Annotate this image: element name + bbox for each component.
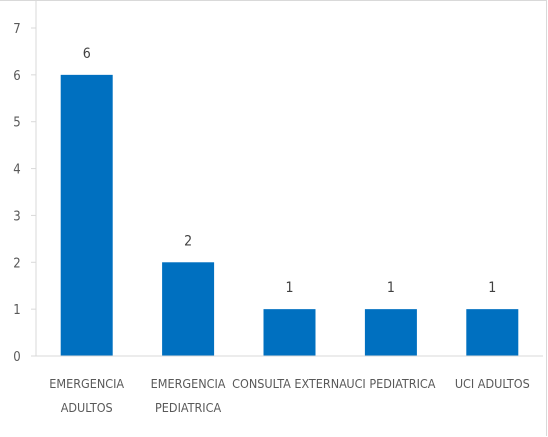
y-tick-label: 5 bbox=[13, 116, 20, 131]
x-category-label: PEDIATRICA bbox=[155, 400, 221, 415]
data-label: 1 bbox=[488, 280, 496, 296]
y-tick-label: 6 bbox=[13, 69, 20, 84]
y-tick-label: 1 bbox=[13, 303, 20, 318]
y-axis: 0 1 2 3 4 5 6 7 bbox=[13, 0, 37, 365]
x-category-label: ADULTOS bbox=[61, 400, 113, 415]
bar bbox=[60, 74, 113, 356]
x-category-label: UCI PEDIATRICA bbox=[346, 376, 435, 391]
bar bbox=[364, 309, 417, 356]
y-tick-label: 7 bbox=[13, 22, 20, 37]
data-labels: 6 2 1 1 1 bbox=[83, 46, 497, 296]
y-tick-label: 2 bbox=[13, 256, 20, 271]
y-tick-label: 0 bbox=[13, 350, 20, 365]
x-category-label: CONSULTA EXTERNA bbox=[232, 376, 347, 391]
x-category-label: UCI ADULTOS bbox=[455, 376, 530, 391]
x-category-label: EMERGENCIA bbox=[151, 376, 226, 391]
bar bbox=[263, 309, 316, 356]
bar bbox=[162, 262, 215, 356]
data-label: 6 bbox=[83, 46, 91, 62]
bar bbox=[466, 309, 519, 356]
x-category-label: EMERGENCIA bbox=[49, 376, 124, 391]
x-axis: EMERGENCIA ADULTOS EMERGENCIA PEDIATRICA CON… bbox=[36, 355, 543, 415]
y-tick-label: 4 bbox=[13, 163, 20, 178]
data-label: 1 bbox=[387, 280, 395, 296]
bars bbox=[60, 74, 519, 356]
data-label: 1 bbox=[285, 280, 293, 296]
data-label: 2 bbox=[184, 233, 192, 249]
y-tick-label: 3 bbox=[13, 209, 20, 224]
